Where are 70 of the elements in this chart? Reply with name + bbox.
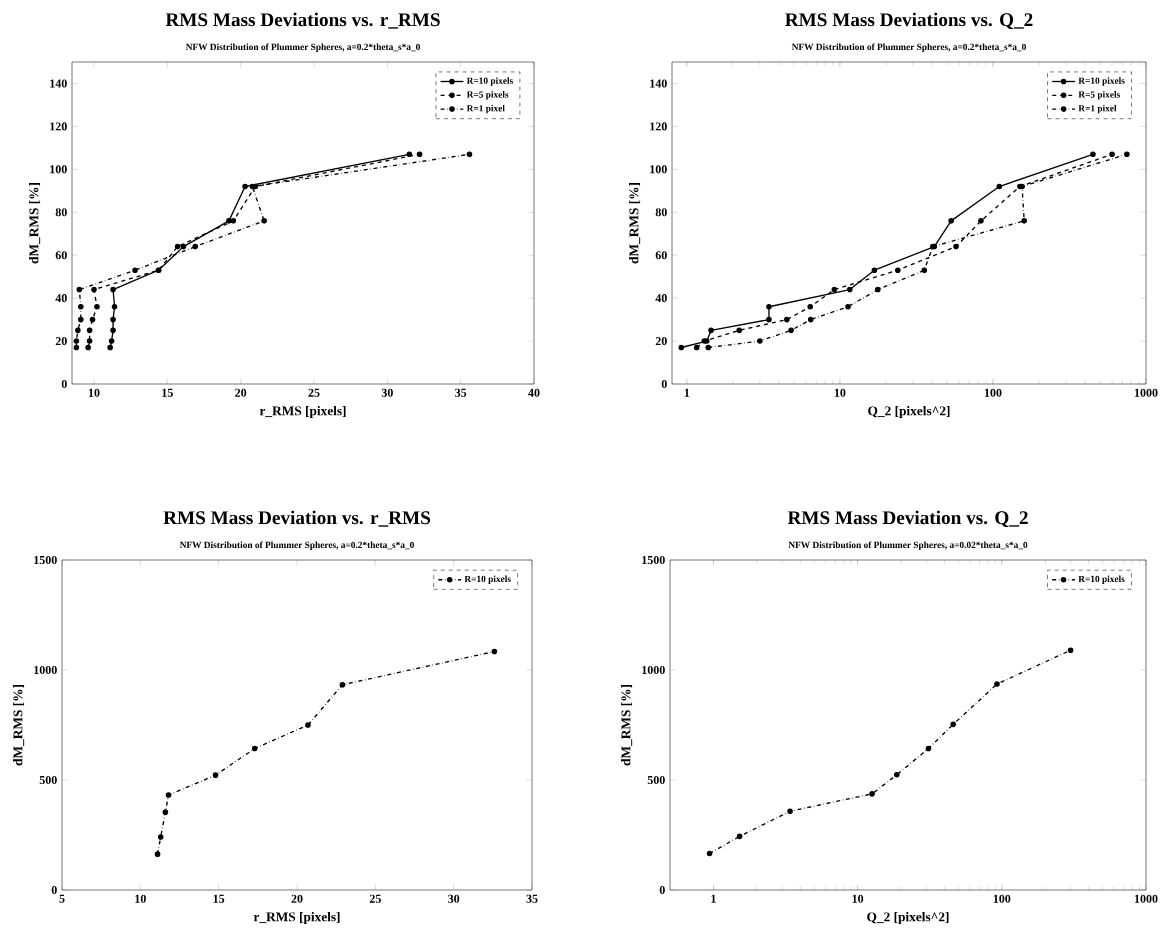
x-tick-label: 100: [984, 388, 1002, 397]
y-tick-label: 20: [655, 337, 667, 346]
y-tick-label: 100: [650, 165, 667, 174]
x-tick-label: 1000: [1134, 894, 1158, 903]
legend-label: R=10 pixels: [1078, 575, 1125, 584]
legend-label: R=5 pixels: [466, 91, 509, 100]
x-tick-label: 5: [59, 894, 65, 903]
y-axis-title: dM_RMS [%]: [29, 183, 41, 264]
legend-label: R=5 pixels: [1078, 91, 1120, 100]
x-tick-label: 15: [162, 388, 173, 397]
y-tick-label: 500: [39, 775, 57, 785]
y-tick-label: 80: [55, 208, 67, 217]
x-tick-label: 25: [369, 894, 381, 903]
y-tick-label: 40: [655, 294, 667, 303]
x-tick-label: 25: [308, 388, 320, 397]
chart-subtitle: NFW Distribution of Plummer Spheres, a=0.02*theta_s*a_0: [788, 541, 1028, 550]
x-tick-label: 1000: [1134, 388, 1158, 397]
legend-label: R=10 pixels: [466, 77, 513, 86]
x-tick-label: 100: [993, 894, 1011, 903]
x-axis-title: r_RMS [pixels]: [259, 405, 346, 419]
y-tick-label: 1500: [34, 555, 57, 565]
x-tick-label: 10: [834, 388, 846, 397]
y-tick-label: 500: [647, 775, 665, 785]
x-axis-title: r_RMS [pixels]: [253, 911, 340, 925]
x-tick-label: 10: [135, 894, 146, 903]
y-tick-label: 140: [650, 79, 667, 88]
x-tick-label: 15: [213, 894, 225, 903]
x-tick-label: 35: [526, 894, 538, 903]
y-tick-label: 80: [655, 208, 667, 217]
y-tick-label: 0: [661, 379, 667, 389]
y-tick-label: 1000: [34, 665, 57, 675]
x-axis-title: Q_2 [pixels^2]: [867, 911, 949, 925]
chart-title: RMS Mass Deviation vs. Q_2: [787, 510, 1028, 528]
y-tick-label: 0: [51, 885, 57, 895]
chart-subtitle: NFW Distribution of Plummer Spheres, a=0.2*theta_s*a_0: [185, 43, 420, 52]
y-tick-label: 1000: [642, 665, 665, 675]
y-tick-label: 60: [655, 251, 667, 260]
x-axis-title: Q_2 [pixels^2]: [868, 405, 950, 419]
y-axis-title: dM_RMS [%]: [621, 685, 633, 766]
x-tick-label: 20: [235, 388, 247, 397]
y-tick-label: 120: [50, 122, 67, 131]
y-axis-title: dM_RMS [%]: [13, 685, 25, 766]
x-tick-label: 10: [88, 388, 100, 397]
x-tick-label: 10: [852, 894, 864, 903]
legend-label: R=10 pixels: [1078, 77, 1125, 86]
y-tick-label: 1500: [642, 555, 665, 565]
legend-label: R=10 pixels: [464, 575, 511, 584]
x-tick-label: 30: [381, 388, 393, 397]
y-tick-label: 20: [55, 337, 67, 346]
x-tick-label: 20: [291, 894, 303, 903]
y-axis-title: dM_RMS [%]: [629, 183, 641, 264]
x-tick-label: 1: [711, 894, 716, 903]
chart-subtitle: NFW Distribution of Plummer Spheres, a=0.2*theta_s*a_0: [791, 43, 1026, 52]
y-tick-label: 40: [55, 294, 67, 303]
legend-label: R=1 pixel: [466, 104, 505, 114]
y-tick-label: 120: [650, 122, 667, 131]
x-tick-label: 35: [455, 388, 467, 397]
x-tick-label: 30: [448, 894, 460, 903]
chart-title: RMS Mass Deviation vs. r_RMS: [163, 510, 431, 527]
y-tick-label: 0: [659, 885, 665, 895]
x-tick-label: 40: [528, 388, 540, 397]
y-tick-label: 0: [61, 379, 67, 389]
chart-title: RMS Mass Deviations vs. Q_2: [785, 12, 1033, 30]
chart-subtitle: NFW Distribution of Plummer Spheres, a=0.2*theta_s*a_0: [179, 541, 414, 550]
y-tick-label: 100: [50, 165, 67, 174]
y-tick-label: 60: [55, 251, 67, 260]
x-tick-label: 1: [684, 388, 690, 397]
chart-title: RMS Mass Deviations vs. r_RMS: [165, 12, 440, 29]
legend-label: R=1 pixel: [1078, 104, 1117, 114]
y-tick-label: 140: [50, 79, 67, 88]
